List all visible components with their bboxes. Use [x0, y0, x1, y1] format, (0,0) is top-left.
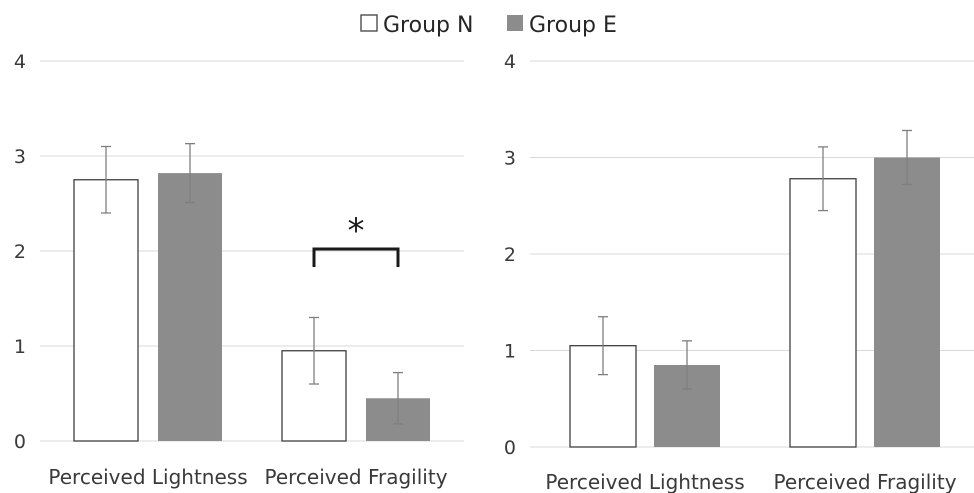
y-tick-label: 0: [504, 437, 516, 459]
legend-swatch-group-n: [360, 14, 378, 32]
x-category-label: Perceived Lightness: [545, 470, 744, 493]
significance-marker: *: [348, 211, 365, 251]
y-tick-label: 2: [14, 241, 26, 263]
bar-group-n: [789, 178, 857, 448]
legend-swatch-group-e: [507, 15, 523, 31]
y-tick-label: 1: [504, 341, 516, 363]
y-tick-label: 1: [14, 336, 26, 358]
y-tick-label: 4: [14, 51, 26, 73]
y-tick-label: 0: [14, 431, 26, 453]
legend: Group N Group E: [360, 13, 617, 38]
y-tick-label: 3: [14, 146, 26, 168]
right-panel: 0 1 2 3 4 Perceived Lightness Perceived Fragil…: [504, 51, 974, 493]
legend-label-group-e: Group E: [529, 13, 617, 38]
x-category-label: Perceived Fragility: [773, 470, 956, 493]
bar-group-e: [874, 157, 940, 447]
y-tick-label: 4: [504, 51, 516, 73]
bar-group-n: [73, 179, 139, 442]
x-category-label: Perceived Lightness: [48, 465, 247, 489]
significance-bracket: [312, 247, 400, 267]
legend-label-group-n: Group N: [383, 13, 473, 38]
left-panel: 0 1 2 3 4 Perceived Lightness Perceived Fragil…: [14, 51, 464, 489]
y-tick-label: 2: [504, 244, 516, 266]
x-category-label: Perceived Fragility: [264, 465, 447, 489]
bar-group-e: [158, 173, 222, 441]
y-tick-label: 3: [504, 148, 516, 170]
